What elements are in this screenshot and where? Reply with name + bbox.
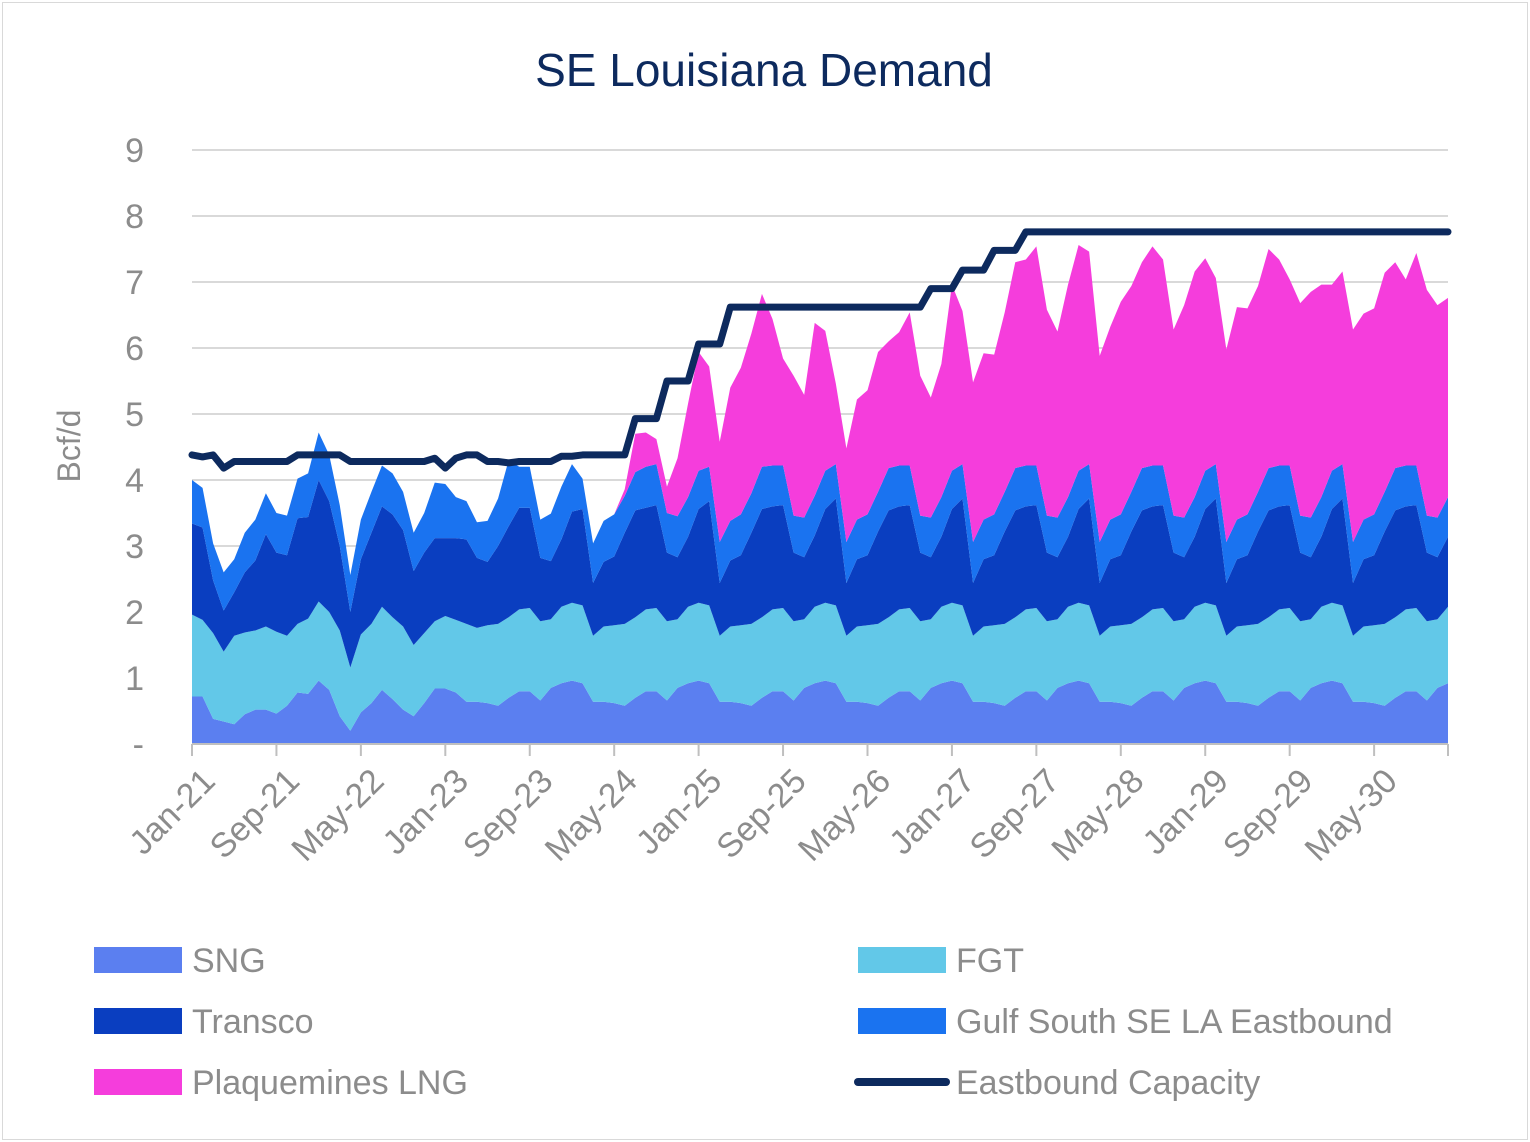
legend-swatch-fgt [858, 947, 946, 973]
x-tick-label: May-22 [284, 762, 391, 869]
x-tick-label: May-24 [538, 762, 645, 869]
area-fgt [192, 601, 1448, 731]
y-tick-label: 1 [125, 660, 144, 698]
y-tick-label: 2 [125, 594, 144, 632]
area-gulf-south-se-la-eastbound [192, 432, 1448, 612]
y-tick-label: 9 [125, 132, 144, 170]
y-tick-label: 4 [125, 462, 144, 500]
x-tick-label: Jan-29 [1135, 762, 1235, 862]
legend-label-sng: SNG [192, 942, 266, 980]
legend-label-eastbound-capacity: Eastbound Capacity [956, 1064, 1260, 1102]
x-tick-label: Sep-21 [203, 762, 307, 866]
legend-swatch-sng [94, 947, 182, 973]
y-tick-label: 3 [125, 528, 144, 566]
legend-label-gulf-south-se-la-eastbound: Gulf South SE LA Eastbound [956, 1003, 1393, 1041]
x-tick-label: Sep-27 [963, 762, 1067, 866]
x-tick-label: Sep-23 [456, 762, 560, 866]
x-tick-label: Jan-21 [122, 762, 222, 862]
y-tick-label: 5 [125, 396, 144, 434]
area-plaquemines-lng [192, 245, 1448, 576]
legend: SNG FGT Transco Gulf South SE LA Eastbound P… [94, 942, 1393, 1102]
legend-label-plaquemines-lng: Plaquemines LNG [192, 1064, 468, 1102]
x-tick-label: Jan-27 [882, 762, 982, 862]
legend-label-transco: Transco [192, 1003, 314, 1041]
x-tick-label: Jan-23 [376, 762, 476, 862]
stacked-areas [192, 245, 1448, 744]
x-tick-label: May-28 [1044, 762, 1151, 869]
area-transco [192, 480, 1448, 668]
legend-swatch-transco [94, 1008, 182, 1034]
x-tick-label: Sep-29 [1216, 762, 1320, 866]
y-tick-label: - [133, 726, 144, 764]
legend-swatch-plaquemines-lng [94, 1069, 182, 1095]
x-tick-label: Sep-25 [709, 762, 813, 866]
legend-swatch-gulf-south-se-la-eastbound [858, 1008, 946, 1034]
y-tick-label: 7 [125, 264, 144, 302]
area-sng [192, 680, 1448, 744]
y-tick-label: 6 [125, 330, 144, 368]
y-tick-label: 8 [125, 198, 144, 236]
legend-label-fgt: FGT [956, 942, 1024, 980]
x-tick-label: May-26 [791, 762, 898, 869]
capacity-line-layer [188, 228, 1452, 472]
line-eastbound-capacity [188, 228, 1452, 472]
x-tick-label: May-30 [1298, 762, 1405, 869]
x-tick-label: Jan-25 [629, 762, 729, 862]
y-axis-label: Bcf/d [51, 410, 87, 483]
chart-title: SE Louisiana Demand [535, 44, 993, 96]
